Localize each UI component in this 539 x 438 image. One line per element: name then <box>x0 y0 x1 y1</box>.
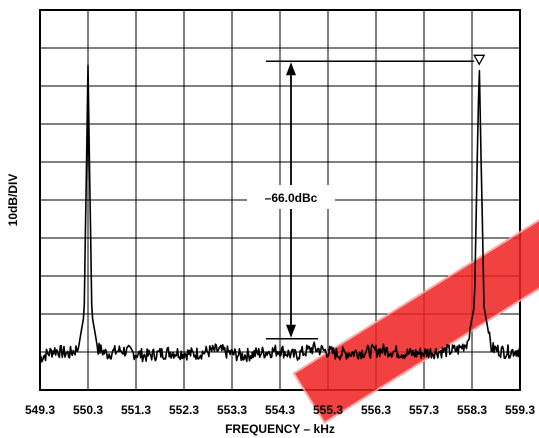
x-tick-label: 551.3 <box>121 403 151 417</box>
y-axis-title: 10dB/DIV <box>6 174 20 227</box>
x-tick-label: 553.3 <box>217 403 247 417</box>
arrow-up-icon <box>286 62 296 76</box>
x-tick-label: 552.3 <box>169 403 199 417</box>
marker-triangle-icon <box>473 54 486 66</box>
x-axis-title: FREQUENCY – kHz <box>225 422 335 436</box>
watermark-band <box>292 202 539 425</box>
dbc-annotation: –66.0dBc <box>247 60 475 340</box>
x-tick-label: 554.3 <box>265 403 295 417</box>
x-tick-label: 549.3 <box>25 403 55 417</box>
watermark-graphic <box>292 202 539 425</box>
watermark-outline <box>292 202 539 425</box>
x-tick-label: 559.3 <box>505 403 535 417</box>
plot-frame <box>39 9 521 391</box>
x-tick-labels: 549.3 550.3 551.3 552.3 553.3 554.3 555.3 556.3… <box>25 403 535 417</box>
arrow-down-icon <box>286 324 296 338</box>
marker-group <box>473 54 486 66</box>
annotation-label: –66.0dBc <box>265 191 318 205</box>
spectrum-trace <box>39 64 521 363</box>
x-tick-label: 556.3 <box>361 403 391 417</box>
x-tick-label: 557.3 <box>409 403 439 417</box>
x-tick-label: 550.3 <box>73 403 103 417</box>
x-tick-label: 555.3 <box>313 403 343 417</box>
annotation-background <box>247 185 335 209</box>
watermark-stripe <box>293 203 539 423</box>
x-tick-label: 558.3 <box>457 403 487 417</box>
